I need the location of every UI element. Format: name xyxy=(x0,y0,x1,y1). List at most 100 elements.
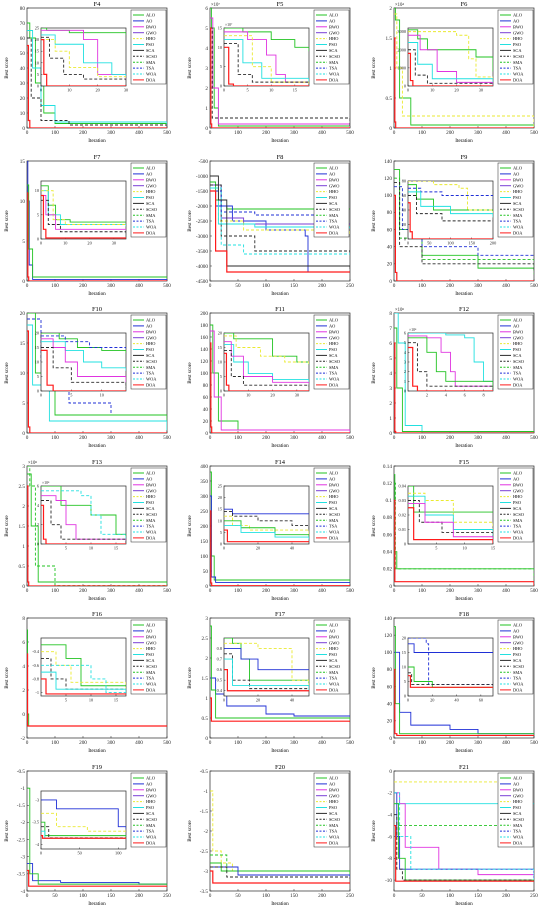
chart-f16-xtick-label: 200 xyxy=(79,741,87,747)
chart-f6-inset-ytick-label: 1000 xyxy=(397,65,406,70)
chart-f13-ytick-label: 3 xyxy=(22,464,25,470)
chart-f9-xtick-label: 0 xyxy=(392,283,395,289)
chart-f19-ylabel: Best score xyxy=(4,820,10,842)
chart-f12-ytick-label: 8 xyxy=(389,311,392,317)
chart-f4-inset-series-group xyxy=(41,27,126,86)
chart-f12-legend-label-woa: WOA xyxy=(513,377,524,382)
chart-f19-inset-ytick-label: -3.5 xyxy=(32,820,39,825)
chart-f19-ytick-label: -3.5 xyxy=(17,872,26,878)
chart-f16-legend-label-hho: HHO xyxy=(146,647,155,652)
chart-f19-inset-line-scso xyxy=(41,826,126,839)
chart-f6-inset-line-pso xyxy=(407,42,493,83)
chart-f12-legend-label-sca: SCA xyxy=(513,353,522,358)
chart-f15-xtick-label: 500 xyxy=(530,588,538,594)
chart-f20-line-alo xyxy=(210,862,351,875)
chart-f6-inset-ytick-label: 0 xyxy=(403,84,405,89)
chart-f4-inset-xtick-label: 10 xyxy=(67,87,71,92)
chart-f11-xtick-label: 0 xyxy=(209,435,212,441)
chart-f15-inset-line-pso xyxy=(407,495,493,537)
chart-f13-line-alo xyxy=(27,473,167,586)
chart-f20-line-ao xyxy=(210,866,351,879)
chart-f8-title: F8 xyxy=(277,154,284,161)
chart-f16-xtick-label: 100 xyxy=(51,741,59,747)
chart-f11-xtick-label: 500 xyxy=(346,435,354,441)
chart-f5-inset-line-doa xyxy=(224,46,310,86)
chart-f8-legend-label-pso: PSO xyxy=(329,195,337,200)
chart-f21-legend-label-woa: WOA xyxy=(513,835,524,840)
chart-f9-legend-box xyxy=(497,162,533,237)
chart-f19-legend-label-doa: DOA xyxy=(146,840,156,845)
chart-f5-series-group xyxy=(210,7,351,128)
chart-f20-line-scso xyxy=(210,866,351,879)
chart-f6-inset-ytick-label: 3000 xyxy=(397,29,406,34)
chart-f15-legend-label-sma: SMA xyxy=(513,518,523,523)
chart-f14-legend-box xyxy=(314,467,350,543)
chart-f19-legend-label-scso: SCSO xyxy=(146,817,157,822)
chart-f18-legend-label-gwo: GWO xyxy=(513,641,523,646)
chart-f12-legend-label-ao: AO xyxy=(513,324,519,329)
chart-f14-inset: 0 20 40 0 5 10 15 20 25 xyxy=(218,483,310,550)
chart-f18-title: F18 xyxy=(459,611,469,618)
chart-f4-inset-ytick-label: 0 xyxy=(37,84,39,89)
chart-f10-legend-box xyxy=(130,314,167,390)
chart-f18-legend-label-sca: SCA xyxy=(513,658,522,663)
chart-f4-line-doa xyxy=(27,44,167,128)
chart-f13-inset-line-doa xyxy=(41,504,126,544)
chart-f16-inset-line-hho xyxy=(41,651,126,690)
chart-f12-xtick-label: 300 xyxy=(474,435,482,441)
chart-f12-inset-exponent-label: ×10⁸ xyxy=(409,328,417,332)
chart-f5-ytick-label: 1 xyxy=(206,106,209,112)
chart-f19-xtick-label: 250 xyxy=(163,893,171,899)
chart-f8-xtick-label: 100 xyxy=(262,283,270,289)
chart-f18-inset-ytick-label: 0 xyxy=(403,694,405,699)
chart-f6-xtick-label: 200 xyxy=(446,130,454,136)
chart-f5-legend-label-hho: HHO xyxy=(329,36,338,41)
chart-f4-legend-label-scso: SCSO xyxy=(146,54,157,59)
chart-f12-legend-label-gwo: GWO xyxy=(513,335,523,340)
chart-f19-ytick-label: -1 xyxy=(21,786,26,792)
chart-f6-series-group xyxy=(393,7,534,128)
chart-f18-legend-label-pso: PSO xyxy=(513,652,521,657)
chart-f15-legend-label-ao: AO xyxy=(513,476,519,481)
chart-f21-ylabel: Best score xyxy=(371,820,377,842)
chart-f8-ytick-label: -4000 xyxy=(196,263,209,269)
chart-f10-legend-label-bwo: BWO xyxy=(146,330,156,335)
chart-f18-ytick-label: 140 xyxy=(384,616,392,622)
chart-f10-ytick-label: 5 xyxy=(22,401,25,407)
chart-f13-xtick-label: 0 xyxy=(26,588,29,594)
chart-f16-inset-ytick-label: -0.4 xyxy=(32,650,40,655)
chart-f15-inset-line-doa xyxy=(407,506,493,544)
chart-f4-inset-ytick-label: 5 xyxy=(37,72,39,77)
chart-f18-inset-xtick-label: 40 xyxy=(454,698,458,703)
chart-svg-f19: F19 0 50 100 150 200 250 -4 -3.5 -3 -2.5 -2 -1.5 -1 -0… xyxy=(4,764,171,907)
chart-f10-inset-xtick-label: 5 xyxy=(70,392,72,397)
chart-f12-exponent-label: ×10⁸ xyxy=(395,307,404,313)
chart-f10-xlabel: Iteration xyxy=(88,443,106,449)
chart-f21-xtick-label: 200 xyxy=(502,893,510,899)
chart-panel-f8: F8 0 50 100 150 200 250 -4500 -4000 -3500 -3000 -25… xyxy=(183,153,366,306)
chart-f12-inset-series-group xyxy=(407,333,493,392)
chart-f4-inset-line-doa xyxy=(41,38,126,86)
chart-f11-ytick-label: 80 xyxy=(203,383,209,389)
chart-f4-xlabel: Iteration xyxy=(88,138,106,144)
chart-f5-ytick-label: 2 xyxy=(206,86,209,92)
chart-f19-title: F19 xyxy=(92,764,102,771)
chart-f7-inset: 0 10 20 30 0 5 10 xyxy=(35,180,127,245)
chart-f18-series-group xyxy=(393,626,534,737)
chart-f18-inset-line-tsa xyxy=(407,638,493,687)
chart-f18-inset-ytick-label: 15 xyxy=(401,650,405,655)
chart-f14-xtick-label: 200 xyxy=(262,588,270,594)
chart-f18-legend-label-alo: ALO xyxy=(513,623,522,628)
chart-f6-inset-xtick-label: 20 xyxy=(454,87,458,92)
chart-f5-title: F5 xyxy=(277,1,284,8)
chart-f4-ytick-label: 40 xyxy=(20,66,26,72)
chart-f9-inset-series-group xyxy=(407,180,493,239)
chart-f19-legend-box xyxy=(130,772,167,848)
chart-f20-xtick-label: 200 xyxy=(318,893,326,899)
chart-f6-inset-line-alo xyxy=(407,29,493,72)
